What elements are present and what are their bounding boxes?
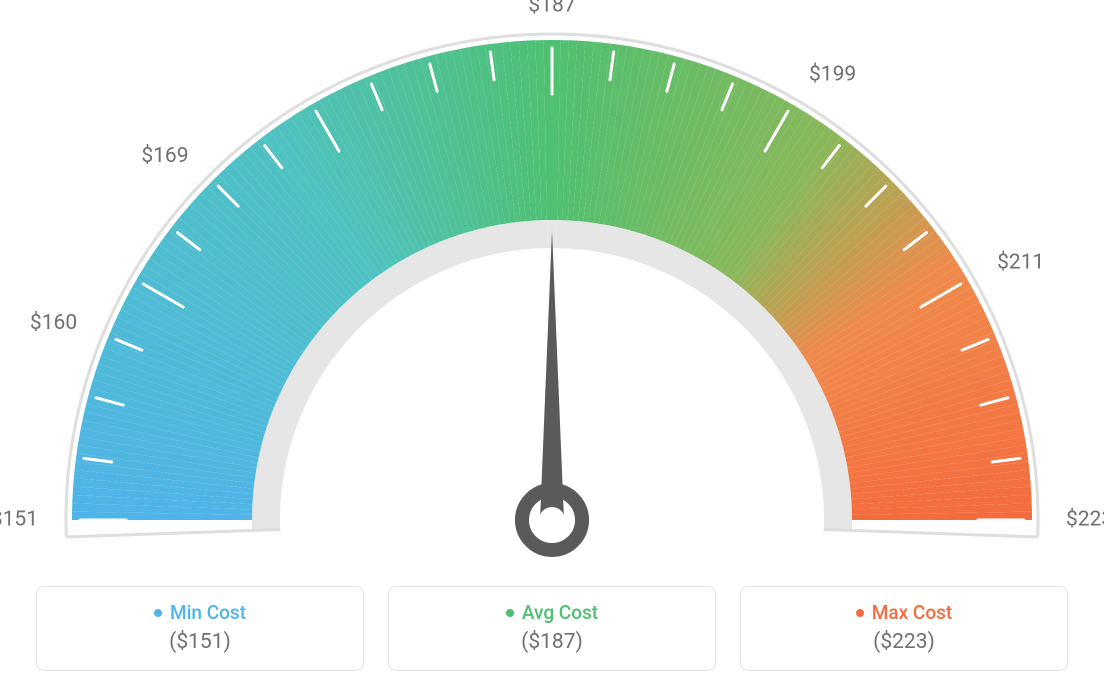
tick-label: $160 [30,311,77,335]
gauge-needle [522,230,582,550]
legend-value-min: ($151) [37,630,363,654]
legend-title-text: Min Cost [170,601,246,624]
dot-icon [506,609,514,617]
legend-card-max: Max Cost ($223) [740,586,1068,671]
tick-label: $199 [809,62,856,86]
legend-card-avg: Avg Cost ($187) [388,586,716,671]
dot-icon [856,609,864,617]
legend-row: Min Cost ($151) Avg Cost ($187) Max Cost… [0,586,1104,671]
legend-value-max: ($223) [741,630,1067,654]
tick-label: $223 [1066,508,1104,532]
tick-label: $151 [0,508,38,532]
legend-title-max: Max Cost [856,601,952,624]
dot-icon [154,609,162,617]
tick-label: $211 [997,251,1044,275]
tick-label: $187 [528,0,575,18]
gauge-chart: $151 $160 $169 $187 $199 $211 $223 Min Cost ($… [0,0,1104,690]
legend-card-min: Min Cost ($151) [36,586,364,671]
legend-value-avg: ($187) [389,630,715,654]
legend-title-avg: Avg Cost [506,601,598,624]
legend-title-text: Avg Cost [522,601,598,624]
legend-title-text: Max Cost [872,601,952,624]
legend-title-min: Min Cost [154,601,246,624]
tick-label: $169 [141,144,188,168]
